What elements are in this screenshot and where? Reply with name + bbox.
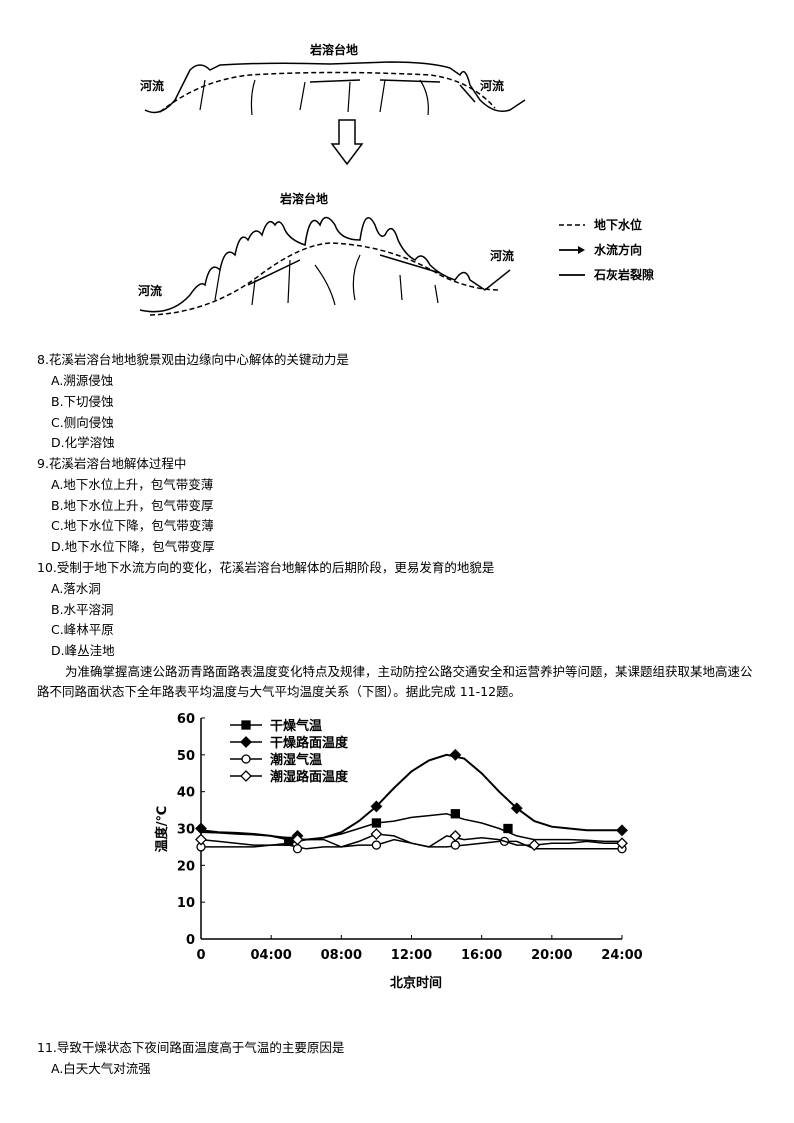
arrow-icon (559, 245, 585, 254)
diagram-bottom-title: 岩溶台地 (279, 191, 328, 206)
y-axis-label: 温度/℃ (154, 806, 170, 853)
y-tick-label: 40 (177, 786, 195, 801)
dashed-line-icon (559, 223, 585, 226)
data-point-marker (449, 829, 462, 842)
series-line-2 (200, 753, 622, 841)
legend-marker (241, 720, 251, 730)
data-point-marker (371, 818, 382, 828)
down-arrow-icon (330, 119, 364, 166)
y-tick-label: 20 (177, 859, 195, 874)
question-9-option-b: B.地下水位上升，包气带变厚 (51, 498, 214, 513)
question-9-option-d: D.地下水位下降，包气带变厚 (51, 539, 215, 554)
data-point-marker (292, 844, 303, 854)
x-tick-label: 04:00 (250, 948, 291, 963)
data-point-marker (528, 839, 541, 851)
diagram-bottom-river-right: 河流 (489, 248, 514, 263)
legend-label: 石灰岩裂隙 (594, 268, 655, 282)
data-point-marker (291, 833, 304, 846)
legend-marker (240, 770, 252, 782)
fracture-lines (199, 79, 429, 116)
diagram-legend: 地下水位 水流方向 石灰岩裂隙 (558, 212, 654, 287)
legend-label: 地下水位 (594, 218, 643, 232)
question-8-stem: 8.花溪岩溶台地地貌景观由边缘向中心解体的关键动力是 (37, 352, 349, 367)
legend-label: 水流方向 (594, 243, 643, 257)
x-tick-label: 08:00 (321, 948, 362, 963)
data-point-marker (195, 833, 207, 846)
legend-label: 潮湿气温 (270, 752, 322, 768)
question-8-option-d: D.化学溶蚀 (51, 435, 115, 450)
fracture-lines (214, 254, 439, 306)
karst-diagram-after: 岩溶台地 河流 河流 (137, 191, 514, 316)
y-tick-label: 0 (186, 933, 195, 948)
question-9-option-a: A.地下水位上升，包气带变薄 (51, 477, 214, 492)
series-line-3 (201, 838, 622, 850)
data-point-marker (370, 828, 383, 840)
data-point-marker (510, 802, 523, 815)
data-point-marker (195, 822, 207, 835)
data-point-marker (370, 800, 383, 813)
question-11-option-a: A.白天大气对流强 (51, 1061, 151, 1076)
data-point-marker (450, 809, 461, 819)
x-tick-label: 24:00 (601, 948, 642, 963)
data-point-marker (616, 824, 628, 837)
question-10-option-a: A.落水洞 (51, 581, 101, 596)
legend-marker (241, 754, 251, 764)
solid-line-icon (559, 273, 585, 276)
question-10-stem: 10.受制于地下水流方向的变化，花溪岩溶台地解体的后期阶段，更易发育的地貌是 (37, 560, 495, 575)
legend-label: 潮湿路面温度 (270, 769, 349, 785)
x-tick-label: 0 (196, 948, 205, 963)
water-table-line (149, 242, 501, 316)
question-11-stem: 11.导致干燥状态下夜间路面温度高于气温的主要原因是 (37, 1040, 345, 1055)
y-tick-label: 60 (177, 712, 195, 727)
legend-label: 干燥路面温度 (270, 735, 349, 751)
x-tick-label: 12:00 (391, 948, 432, 963)
x-tick-label: 16:00 (461, 948, 502, 963)
flow-arrows (247, 254, 441, 286)
terrain-line (139, 216, 511, 313)
diagram-top-river-right: 河流 (479, 78, 504, 93)
legend-item-fracture: 石灰岩裂隙 (558, 262, 654, 287)
question-8-option-b: B.下切侵蚀 (51, 394, 114, 409)
data-point-marker (371, 840, 382, 850)
data-point-marker (503, 823, 513, 834)
legend-item-water-table: 地下水位 (558, 212, 654, 237)
water-table-line (159, 71, 496, 113)
question-8-option-c: C.侧向侵蚀 (51, 415, 114, 430)
y-tick-label: 50 (177, 749, 195, 764)
diagram-top-title: 岩溶台地 (309, 42, 358, 57)
series-line-4 (200, 833, 622, 848)
y-tick-label: 30 (177, 823, 195, 838)
data-point-marker (450, 840, 461, 850)
flow-arrows (309, 79, 476, 103)
legend-label: 干燥气温 (270, 718, 322, 734)
passage-text: 为准确掌握高速公路沥青路面路表温度变化特点及规律，主动防控公路交通安全和运营养护… (37, 664, 753, 699)
diagram-bottom-river-left: 河流 (137, 283, 162, 298)
x-axis-label: 北京时间 (390, 975, 442, 991)
terrain-line (144, 61, 526, 114)
data-point-marker (449, 748, 462, 761)
data-point-marker (616, 837, 628, 850)
diagram-top-river-left: 河流 (139, 78, 164, 93)
y-tick-label: 10 (177, 896, 195, 911)
legend-marker (240, 736, 252, 748)
question-9-option-c: C.地下水位下降，包气带变薄 (51, 518, 214, 533)
question-10-option-b: B.水平溶洞 (51, 602, 114, 617)
x-tick-label: 20:00 (531, 948, 572, 963)
question-9-stem: 9.花溪岩溶台地解体过程中 (37, 456, 187, 471)
question-10-option-c: C.峰林平原 (51, 622, 114, 637)
question-8-option-a: A.溯源侵蚀 (51, 373, 114, 388)
legend-item-flow: 水流方向 (558, 237, 654, 262)
question-10-option-d: D.峰丛洼地 (51, 643, 115, 658)
karst-diagram-before: 岩溶台地 河流 河流 (139, 42, 526, 116)
